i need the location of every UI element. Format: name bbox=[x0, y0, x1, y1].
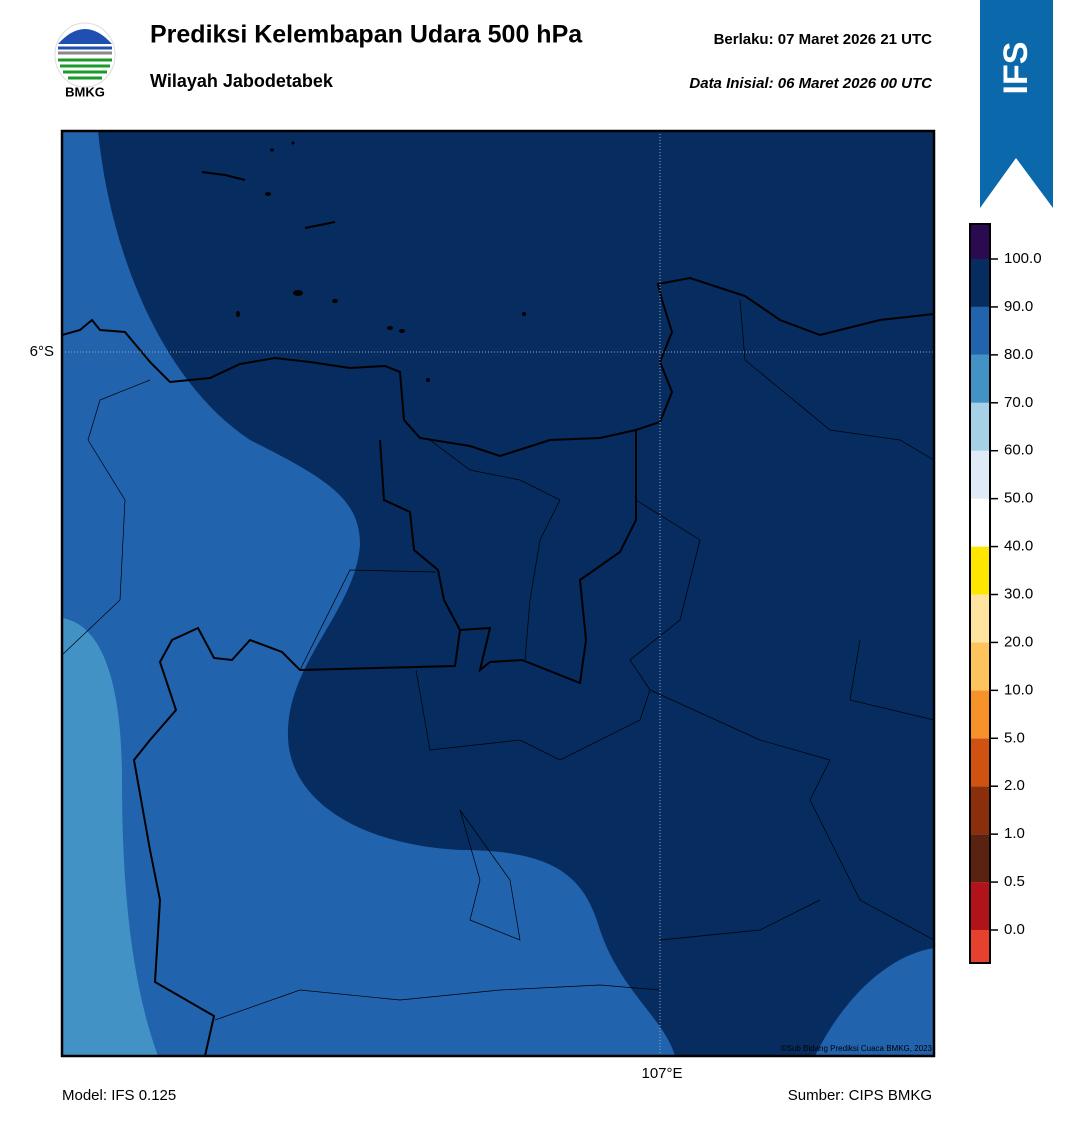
logo: BMKG bbox=[54, 22, 116, 99]
model: Model: IFS 0.125 bbox=[62, 1087, 176, 1104]
colorbar-label: 70.0 bbox=[1004, 394, 1033, 411]
valid-time: Berlaku: 07 Maret 2026 21 UTC bbox=[714, 31, 933, 48]
colorbar-segment bbox=[970, 498, 990, 547]
province-border bbox=[132, 430, 637, 1056]
colorbar-segment bbox=[970, 642, 990, 691]
colorbar-segment bbox=[970, 402, 990, 451]
colorbar-label: 50.0 bbox=[1004, 490, 1033, 507]
humidity-80-90 bbox=[62, 131, 675, 1056]
badge-text: IFS bbox=[997, 42, 1035, 95]
title: Prediksi Kelembapan Udara 500 hPa bbox=[150, 21, 583, 49]
colorbar-segment bbox=[970, 834, 990, 883]
colorbar-frame bbox=[969, 223, 991, 964]
colorbar-segment bbox=[970, 738, 990, 787]
colorbar: 0.0 0.5 1.0 2.0 5.0 10.0 20.0 30.0 40.0 50.0 60.0 7… bbox=[969, 223, 1042, 964]
credit: ©Sub Bidang Prediksi Cuaca BMKG, 2023 bbox=[781, 1044, 933, 1053]
map-frame bbox=[60, 129, 936, 1058]
colorbar-label: 2.0 bbox=[1004, 777, 1025, 794]
lat-label: 6°S bbox=[30, 343, 54, 360]
islands bbox=[236, 141, 526, 382]
source: Sumber: CIPS BMKG bbox=[788, 1087, 932, 1104]
colorbar-label: 30.0 bbox=[1004, 585, 1033, 602]
colorbar-label: 20.0 bbox=[1004, 633, 1033, 650]
colorbar-segment bbox=[970, 546, 990, 595]
colorbar-segment bbox=[970, 690, 990, 739]
colorbar-label: 40.0 bbox=[1004, 538, 1033, 555]
colorbar-segment bbox=[970, 259, 990, 307]
logo-text: BMKG bbox=[65, 84, 105, 99]
coastline bbox=[62, 171, 934, 458]
initial-time: Data Inisial: 06 Maret 2026 00 UTC bbox=[689, 75, 933, 92]
colorbar-label: 0.0 bbox=[1004, 921, 1025, 938]
colorbar-segment bbox=[970, 224, 990, 259]
colorbar-segment bbox=[970, 354, 990, 403]
colorbar-segment bbox=[970, 786, 990, 835]
regency-border bbox=[62, 299, 934, 1021]
map: ©Sub Bidang Prediksi Cuaca BMKG, 2023 6°… bbox=[30, 129, 936, 1082]
colorbar-label: 10.0 bbox=[1004, 681, 1033, 698]
lon-label: 107°E bbox=[641, 1065, 682, 1082]
subtitle: Wilayah Jabodetabek bbox=[150, 71, 334, 91]
colorbar-segment bbox=[970, 594, 990, 643]
humidity-70-80 bbox=[62, 618, 158, 1056]
badge bbox=[980, 0, 1053, 208]
colorbar-label: 80.0 bbox=[1004, 346, 1033, 363]
colorbar-segment bbox=[970, 450, 990, 499]
colorbar-label: 100.0 bbox=[1004, 250, 1042, 267]
colorbar-segment bbox=[970, 882, 990, 930]
colorbar-segment bbox=[970, 930, 990, 963]
colorbar-label: 1.0 bbox=[1004, 825, 1025, 842]
colorbar-label: 0.5 bbox=[1004, 873, 1025, 890]
colorbar-label: 5.0 bbox=[1004, 729, 1025, 746]
colorbar-segment bbox=[970, 306, 990, 355]
colorbar-label: 60.0 bbox=[1004, 442, 1033, 459]
humidity-80-90 bbox=[815, 948, 934, 1056]
colorbar-label: 90.0 bbox=[1004, 298, 1033, 315]
